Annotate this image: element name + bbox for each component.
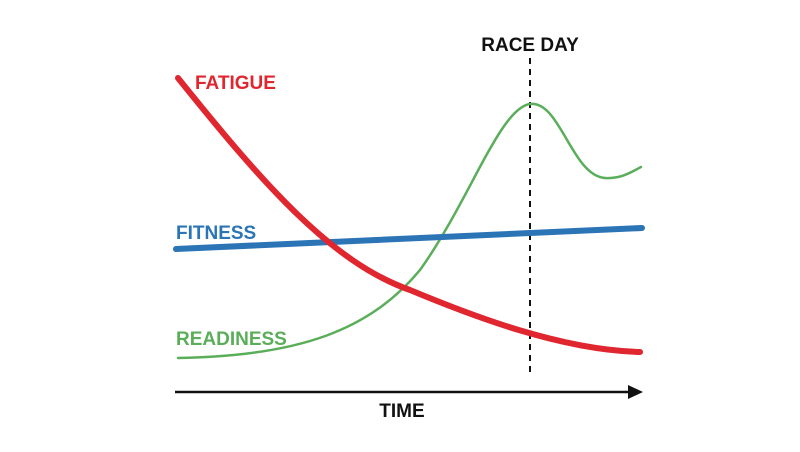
readiness-curve <box>176 102 643 360</box>
fatigue-curve <box>175 75 643 355</box>
race-day-label: RACE DAY <box>481 35 579 56</box>
time-arrowhead <box>628 385 643 399</box>
fitness-curve <box>173 225 645 252</box>
time-label: TIME <box>379 401 424 422</box>
fatigue-label: FATIGUE <box>195 73 276 94</box>
readiness-label: READINESS <box>176 329 287 350</box>
fitness-label: FITNESS <box>176 223 256 244</box>
